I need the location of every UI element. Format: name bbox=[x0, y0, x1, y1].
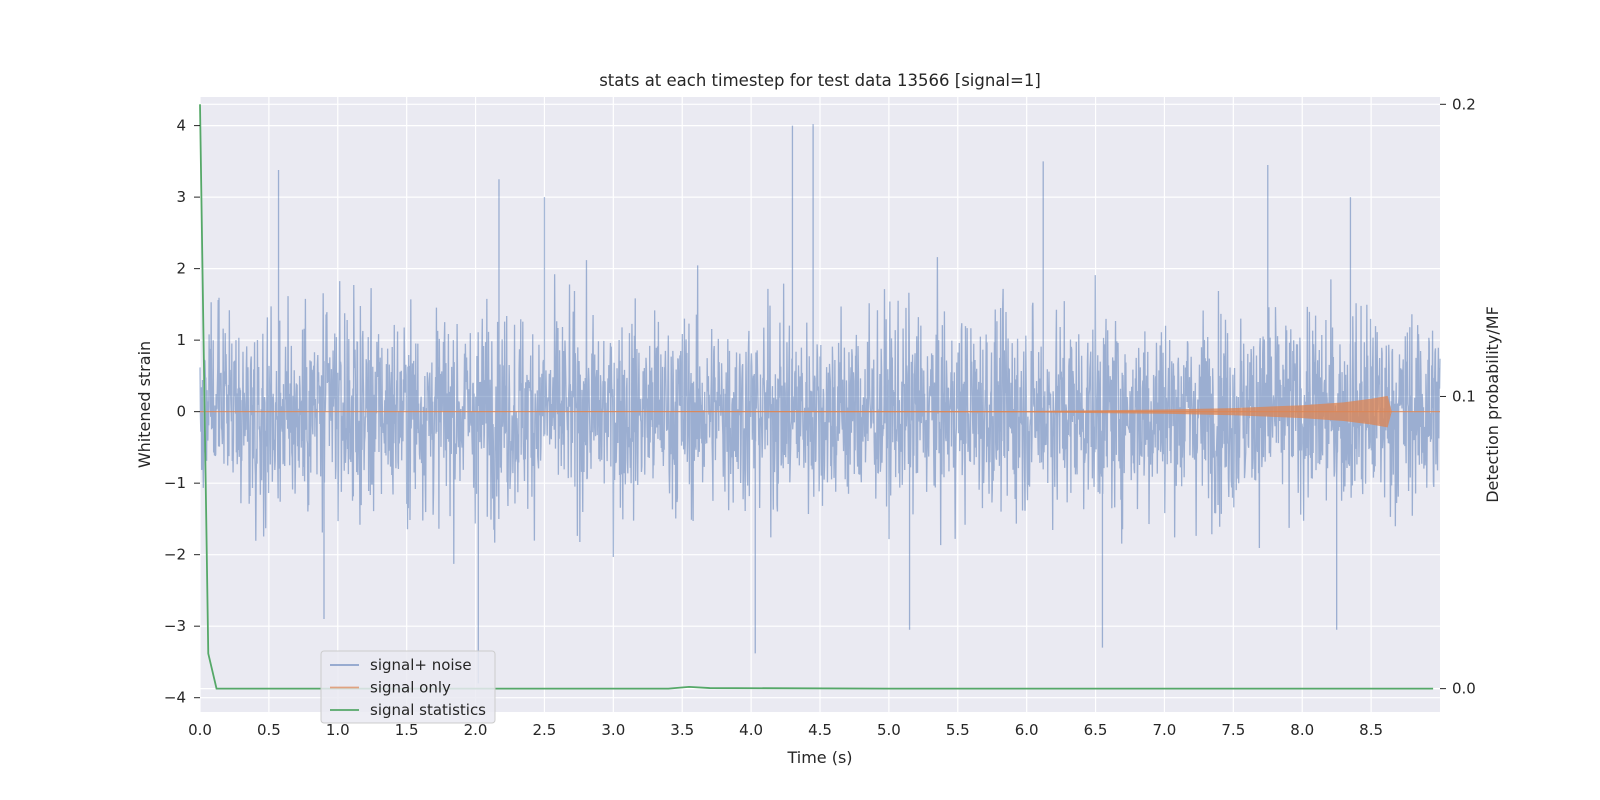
x-axis-ticks: 0.0 0.5 1.0 1.5 2.0 2.5 3.0 3.5 4.0 4.5 5.0 5.5 6.0 6… bbox=[188, 721, 1383, 739]
y-tick-label: 1 bbox=[176, 331, 186, 349]
x-tick-label: 7.5 bbox=[1221, 721, 1245, 739]
x-tick-label: 6.0 bbox=[1015, 721, 1039, 739]
signal-only-series bbox=[200, 395, 1440, 428]
x-tick-label: 0.0 bbox=[188, 721, 212, 739]
x-tick-label: 6.5 bbox=[1084, 721, 1108, 739]
x-axis-label: Time (s) bbox=[786, 748, 852, 767]
y-tick-label: 4 bbox=[176, 117, 186, 135]
y-tick-label: 2 bbox=[176, 260, 186, 278]
y2-tick-label: 0.0 bbox=[1452, 680, 1476, 698]
legend: signal+ noise signal only signal statistic… bbox=[320, 650, 496, 724]
signal-noise-series bbox=[199, 124, 1441, 684]
y2-tick-label: 0.1 bbox=[1452, 387, 1476, 405]
y-tick-label: 0 bbox=[176, 403, 186, 421]
y2-axis-ticks: 0.2 0.1 0.0 bbox=[1440, 95, 1476, 698]
legend-box bbox=[320, 650, 496, 724]
x-tick-label: 2.0 bbox=[464, 721, 488, 739]
x-tick-label: 3.5 bbox=[670, 721, 694, 739]
signal-statistics-series bbox=[199, 104, 1434, 690]
x-tick-label: 1.5 bbox=[395, 721, 419, 739]
chart-title: stats at each timestep for test data 135… bbox=[599, 71, 1041, 90]
legend-entry: signal+ noise bbox=[370, 656, 472, 674]
x-tick-label: 1.0 bbox=[326, 721, 350, 739]
legend-entry: signal statistics bbox=[370, 701, 486, 719]
x-tick-label: 5.5 bbox=[946, 721, 970, 739]
y2-axis-label: Detection probability/MF bbox=[1483, 306, 1502, 503]
x-tick-label: 3.0 bbox=[601, 721, 625, 739]
x-tick-label: 2.5 bbox=[533, 721, 557, 739]
y-tick-label: −3 bbox=[164, 617, 186, 635]
y-tick-label: −2 bbox=[164, 546, 186, 564]
y-tick-label: −1 bbox=[164, 474, 186, 492]
y-tick-label: −4 bbox=[164, 689, 186, 707]
y-axis-label: Whitened strain bbox=[135, 341, 154, 468]
x-tick-label: 5.0 bbox=[877, 721, 901, 739]
x-tick-label: 0.5 bbox=[257, 721, 281, 739]
x-tick-label: 4.0 bbox=[739, 721, 763, 739]
y-axis-ticks: 4 3 2 1 0 −1 −2 −3 −4 bbox=[164, 117, 200, 707]
legend-entry: signal only bbox=[370, 679, 451, 697]
signal-noise-line bbox=[199, 124, 1441, 684]
y-tick-label: 3 bbox=[176, 188, 186, 206]
x-tick-label: 8.0 bbox=[1290, 721, 1314, 739]
x-tick-label: 4.5 bbox=[808, 721, 832, 739]
signal-statistics-line bbox=[199, 104, 1434, 690]
x-tick-label: 7.0 bbox=[1153, 721, 1177, 739]
x-tick-label: 8.5 bbox=[1359, 721, 1383, 739]
y2-tick-label: 0.2 bbox=[1452, 95, 1476, 113]
